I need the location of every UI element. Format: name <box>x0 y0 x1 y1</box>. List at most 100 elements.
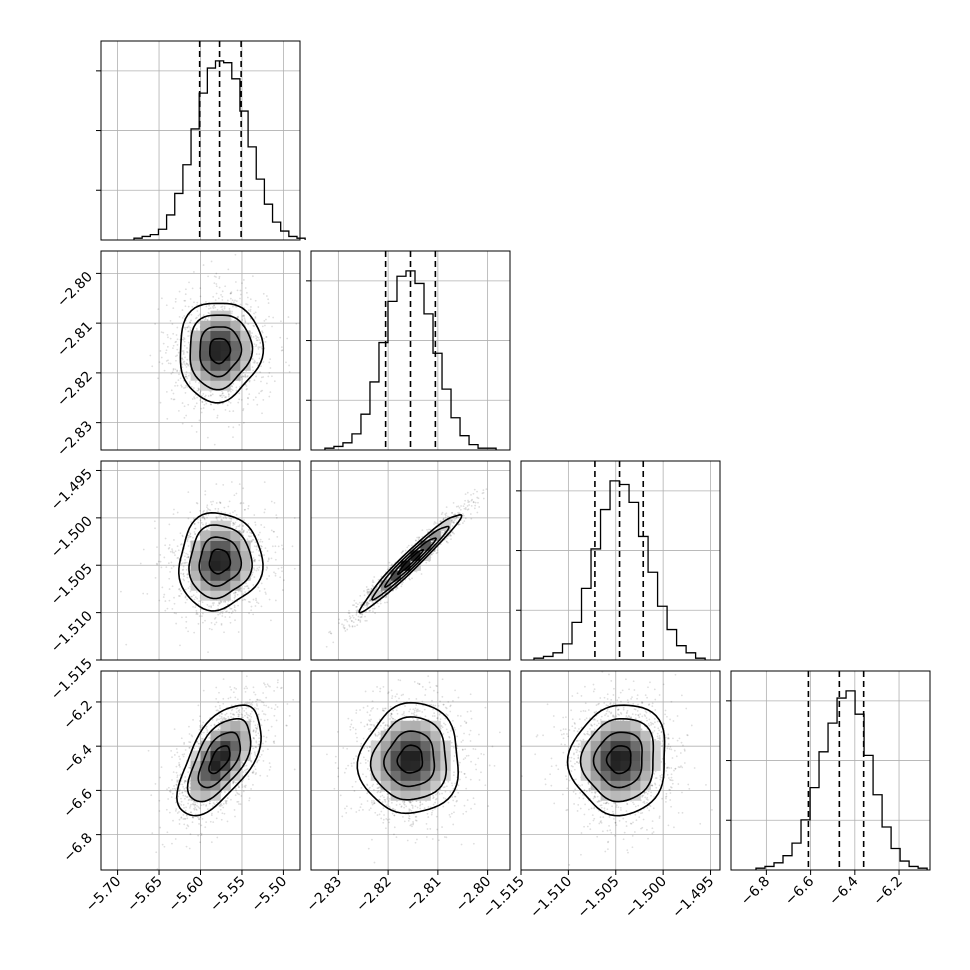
sample-point <box>186 540 189 543</box>
sample-point <box>151 832 154 835</box>
sample-point <box>194 532 196 535</box>
sample-point <box>268 395 271 398</box>
sample-point <box>189 328 192 331</box>
sample-point <box>172 344 175 347</box>
sample-point <box>256 761 258 764</box>
sample-point <box>174 368 177 371</box>
sample-point <box>171 548 174 551</box>
sample-point <box>242 328 245 331</box>
sample-point <box>184 561 187 564</box>
density-bin <box>210 570 221 581</box>
sample-point <box>176 774 179 777</box>
sample-point <box>248 380 251 383</box>
sample-point <box>254 559 256 561</box>
sample-point <box>249 703 252 706</box>
sample-point <box>186 326 189 329</box>
sample-point <box>263 682 265 685</box>
sample-point <box>231 299 234 302</box>
sample-point <box>418 536 420 539</box>
sample-point <box>230 517 233 520</box>
sample-point <box>224 512 227 515</box>
sample-point <box>185 616 188 618</box>
sample-point <box>188 746 191 749</box>
sample-point <box>208 627 211 630</box>
sample-point <box>169 362 172 365</box>
sample-point <box>207 275 209 278</box>
sample-point <box>197 742 200 745</box>
sample-point <box>257 346 260 349</box>
sample-point <box>213 623 216 626</box>
sample-point <box>240 501 242 504</box>
sample-point <box>189 833 192 835</box>
sample-point <box>237 715 240 718</box>
sample-point <box>194 606 197 609</box>
sample-point <box>239 289 242 292</box>
density-bin <box>220 380 231 391</box>
sample-point <box>172 398 175 401</box>
sample-point <box>231 780 234 783</box>
sample-point <box>194 393 197 396</box>
sample-point <box>464 506 467 509</box>
sample-point <box>187 374 190 377</box>
sample-point <box>227 390 229 393</box>
density-bin <box>440 520 451 532</box>
density-bin <box>220 560 231 571</box>
sample-point <box>172 369 175 371</box>
density-bin <box>240 570 251 581</box>
sample-point <box>366 592 369 595</box>
sample-point <box>206 506 208 508</box>
sample-point <box>232 305 234 308</box>
sample-point <box>166 345 169 348</box>
contour-level <box>177 511 264 612</box>
sample-point <box>198 615 201 618</box>
sample-point <box>180 803 183 806</box>
sample-point <box>197 834 200 837</box>
sample-point <box>247 706 250 709</box>
sample-point <box>229 292 232 295</box>
sample-point <box>208 304 211 307</box>
sample-point <box>256 760 259 763</box>
sample-point <box>180 773 182 775</box>
sample-point <box>450 534 452 537</box>
sample-point <box>181 402 184 404</box>
sample-point <box>218 286 221 289</box>
sample-point <box>244 701 247 704</box>
sample-point <box>240 701 243 704</box>
sample-point <box>386 568 389 571</box>
sample-point <box>260 376 263 379</box>
sample-point <box>228 400 230 403</box>
sample-point <box>348 612 351 615</box>
panel-frame <box>310 250 511 451</box>
sample-point <box>233 604 236 607</box>
sample-point <box>481 492 484 495</box>
sample-point <box>251 332 253 334</box>
sample-point <box>194 533 197 536</box>
sample-point <box>245 685 247 688</box>
sample-point <box>250 541 253 543</box>
sample-point <box>273 530 275 533</box>
sample-point <box>241 786 244 788</box>
sample-point <box>185 627 188 629</box>
sample-point <box>125 643 128 646</box>
sample-point <box>194 381 197 383</box>
sample-point <box>454 513 456 516</box>
sample-point <box>477 501 479 504</box>
sample-point <box>277 679 279 682</box>
sample-point <box>251 571 254 574</box>
sample-point <box>262 701 265 704</box>
sample-point <box>250 702 253 705</box>
sample-point <box>191 595 194 598</box>
sample-point <box>379 582 381 584</box>
sample-point <box>409 578 411 581</box>
sample-point <box>191 735 194 738</box>
sample-point <box>361 601 364 604</box>
sample-point <box>374 587 377 590</box>
sample-point <box>260 365 262 368</box>
sample-point <box>253 312 255 315</box>
sample-point <box>192 536 194 539</box>
sample-point <box>165 304 168 307</box>
sample-point <box>264 340 267 343</box>
sample-point <box>254 521 257 524</box>
density-bin <box>200 540 211 551</box>
sample-point <box>184 780 187 783</box>
